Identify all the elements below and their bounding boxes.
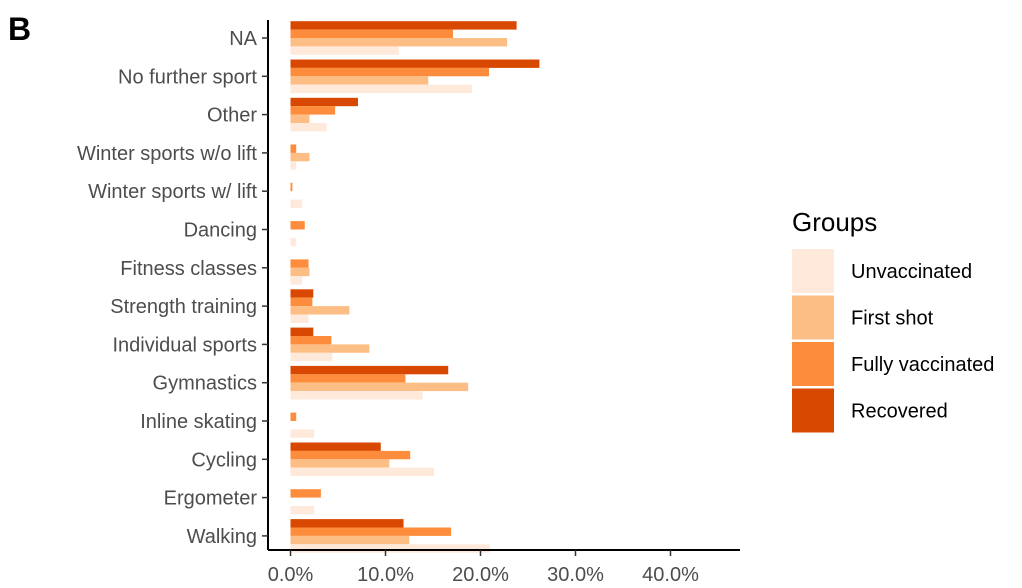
bar-strength-training-first-shot	[290, 306, 350, 315]
y-tick-label: NA	[229, 28, 257, 50]
bar-ergometer-fully-vaccinated	[290, 489, 321, 498]
x-axis: 0.0% 10.0% 20.0% 30.0% 40.0%	[268, 549, 740, 586]
bar-dancing-unvaccinated	[290, 237, 297, 247]
bar-no-further-sport-fully-vaccinated	[290, 67, 490, 77]
y-tick-label: No further sport	[118, 66, 257, 88]
x-tick-label: 40.0%	[642, 564, 699, 586]
bar-other-fully-vaccinated	[290, 106, 336, 115]
y-tick-label: Dancing	[184, 220, 257, 242]
y-tick-label: Walking	[187, 526, 257, 548]
bar-na-first-shot	[290, 38, 508, 47]
legend-label-fully-vaccinated: Fully vaccinated	[851, 354, 994, 376]
y-axis: NA No further sport Other Winter sports w/o…	[77, 20, 269, 550]
legend-swatch-recovered	[792, 388, 834, 433]
bar-walking-unvaccinated	[290, 544, 490, 553]
legend-swatch-fully-vaccinated	[792, 342, 834, 386]
y-tick-label: Winter sports w/ lift	[88, 181, 257, 203]
bar-no-further-sport-first-shot	[290, 76, 429, 85]
legend-label-recovered: Recovered	[851, 401, 948, 423]
y-tick-label: Fitness classes	[120, 258, 257, 280]
bars-group	[290, 21, 540, 553]
bar-cycling-first-shot	[290, 459, 390, 468]
x-tick-label: 10.0%	[357, 564, 414, 586]
y-tick-label: Gymnastics	[153, 373, 257, 395]
bar-gymnastics-recovered	[290, 365, 449, 375]
legend: Groups Unvaccinated First shot Fully vacci…	[792, 207, 994, 433]
bar-gymnastics-fully-vaccinated	[290, 374, 406, 383]
legend-swatch-first-shot	[792, 295, 834, 340]
y-tick-label: Ergometer	[164, 488, 258, 510]
bar-fitness-classes-unvaccinated	[290, 276, 302, 285]
y-tick-label: Inline skating	[140, 411, 257, 433]
bar-walking-fully-vaccinated	[290, 527, 452, 536]
y-tick-label: Individual sports	[112, 334, 257, 356]
bar-na-fully-vaccinated	[290, 29, 453, 38]
legend-swatch-unvaccinated	[792, 249, 834, 293]
bar-dancing-fully-vaccinated	[290, 221, 305, 230]
y-tick-label: Winter sports w/o lift	[77, 143, 257, 165]
bar-winter-sports-w-o-lift-first-shot	[290, 152, 310, 162]
x-tick-label: 30.0%	[547, 564, 604, 586]
x-tick-label: 0.0%	[268, 564, 314, 586]
bar-fitness-classes-fully-vaccinated	[290, 259, 309, 268]
bar-winter-sports-w-lift-fully-vaccinated	[290, 182, 293, 192]
bar-no-further-sport-unvaccinated	[290, 84, 472, 94]
bar-na-unvaccinated	[290, 46, 399, 55]
bar-individual-sports-first-shot	[290, 344, 370, 353]
bar-other-recovered	[290, 97, 358, 107]
bar-walking-recovered	[290, 519, 404, 528]
bar-cycling-unvaccinated	[290, 467, 434, 477]
bar-strength-training-recovered	[290, 289, 314, 298]
bar-ergometer-unvaccinated	[290, 506, 315, 515]
legend-label-first-shot: First shot	[851, 308, 934, 330]
bar-gymnastics-first-shot	[290, 382, 469, 392]
bar-winter-sports-w-o-lift-fully-vaccinated	[290, 144, 297, 153]
y-tick-label: Strength training	[110, 296, 257, 318]
y-tick-label: Other	[207, 105, 257, 127]
bar-no-further-sport-recovered	[290, 59, 540, 68]
bar-other-first-shot	[290, 114, 310, 123]
bar-walking-first-shot	[290, 535, 410, 545]
bar-cycling-fully-vaccinated	[290, 450, 411, 460]
bar-individual-sports-unvaccinated	[290, 352, 333, 362]
panel-label: B	[8, 11, 31, 47]
bar-inline-skating-unvaccinated	[290, 429, 315, 438]
bar-winter-sports-w-lift-unvaccinated	[290, 199, 302, 208]
bar-individual-sports-recovered	[290, 327, 314, 336]
legend-label-unvaccinated: Unvaccinated	[851, 261, 972, 283]
legend-title: Groups	[792, 207, 877, 237]
bar-strength-training-unvaccinated	[290, 314, 309, 323]
bar-other-unvaccinated	[290, 123, 327, 132]
bar-winter-sports-w-o-lift-unvaccinated	[290, 161, 297, 170]
y-tick-label: Cycling	[191, 449, 257, 471]
bar-strength-training-fully-vaccinated	[290, 297, 313, 307]
bar-individual-sports-fully-vaccinated	[290, 336, 332, 345]
bar-gymnastics-unvaccinated	[290, 391, 423, 400]
bar-fitness-classes-first-shot	[290, 267, 310, 277]
bar-cycling-recovered	[290, 442, 381, 451]
bar-na-recovered	[290, 21, 517, 30]
bar-inline-skating-fully-vaccinated	[290, 412, 297, 421]
x-tick-label: 20.0%	[452, 564, 509, 586]
